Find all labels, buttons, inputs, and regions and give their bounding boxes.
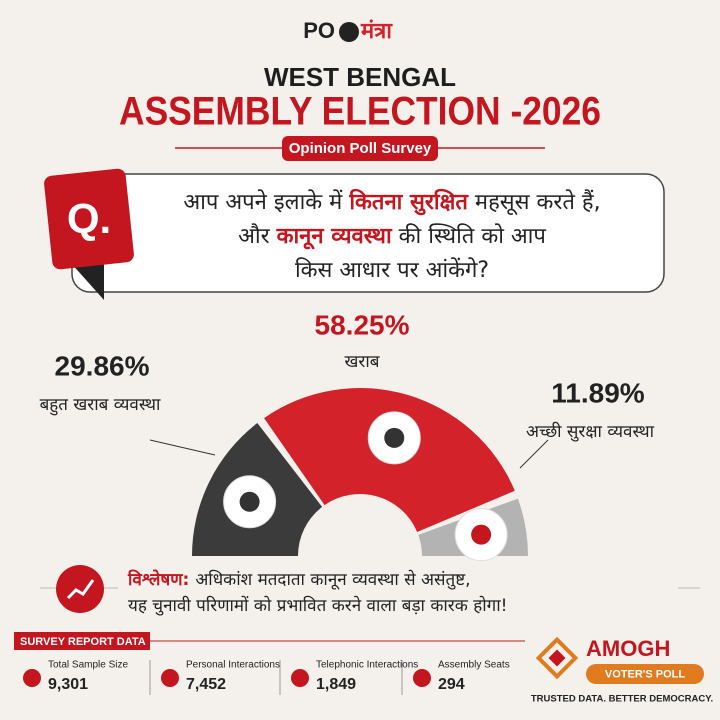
- q-letter: Q.: [67, 195, 111, 242]
- value-label: 29.86%: [55, 350, 150, 381]
- brand-sub-bg: [586, 664, 704, 684]
- question-line: किस आधार पर आंकेंगे?: [295, 257, 489, 283]
- question-text: महसूस करते हैं,: [468, 189, 601, 216]
- category-label: बहुत खराब व्यवस्था: [39, 395, 161, 415]
- stat-label: Assembly Seats: [438, 660, 510, 671]
- stat-label: Telephonic Interactions: [316, 660, 418, 671]
- leader-line: [519, 439, 549, 469]
- analysis-label: विश्लेषण:: [127, 569, 189, 590]
- stat-value: 294: [438, 676, 465, 693]
- value-label: 58.25%: [315, 309, 410, 340]
- stat-value: 1,849: [316, 676, 356, 693]
- question-highlight: कितना सुरक्षित: [348, 188, 469, 216]
- question-line: और कानून व्यवस्था की स्थिति को आप: [238, 223, 546, 250]
- analysis-line1: विश्लेषण: अधिकांश मतदाता कानून व्यवस्था स…: [127, 569, 471, 590]
- question-line: आप अपने इलाके में कितना सुरक्षित महसूस क…: [183, 188, 600, 216]
- brand-name: AMOGH: [586, 636, 670, 661]
- analysis-text: अधिकांश मतदाता कानून व्यवस्था से असंतुष्…: [195, 569, 470, 590]
- question-text: किस आधार पर आंकेंगे?: [295, 257, 489, 283]
- logo-hindi: मंत्रा: [360, 19, 393, 44]
- segment-icon-glyph: [239, 491, 260, 512]
- title-line1: WEST BENGAL: [264, 62, 456, 92]
- question-text: की स्थिति को आप: [392, 223, 547, 249]
- title-line2: ASSEMBLY ELECTION -2026: [119, 90, 601, 134]
- logo-latin: PO: [303, 18, 335, 43]
- question-highlight: कानून व्यवस्था: [276, 224, 393, 250]
- stat-label: Personal Interactions: [186, 660, 280, 671]
- survey-title-bg: [14, 632, 150, 650]
- segment-icon-glyph: [384, 427, 405, 448]
- value-label: 11.89%: [551, 377, 645, 408]
- q-badge: [44, 168, 134, 270]
- q-tail: [70, 262, 104, 300]
- category-label: अच्छी सुरक्षा व्यवस्था: [525, 422, 655, 442]
- question-text: और: [238, 223, 277, 249]
- analysis-bg: [118, 566, 678, 618]
- brand-mark-inner: [548, 649, 566, 667]
- analysis-line2: यह चुनावी परिणामों को प्रभावित करने वाला…: [128, 595, 507, 616]
- brand-tagline: TRUSTED DATA. BETTER DEMOCRACY.: [531, 694, 713, 705]
- stat-icon: [23, 669, 41, 687]
- badge: Opinion Poll Survey: [289, 140, 432, 157]
- segment-icon-glyph: [471, 524, 492, 545]
- logo-hand: [339, 22, 359, 42]
- category-label: खराब: [344, 352, 380, 372]
- stat-icon: [161, 669, 179, 687]
- stat-icon: [413, 669, 431, 687]
- stat-label: Total Sample Size: [48, 660, 128, 671]
- badge-bg: [282, 136, 438, 161]
- question-text: आप अपने इलाके में: [183, 189, 349, 215]
- stat-value: 7,452: [186, 676, 226, 693]
- leader-line: [149, 439, 216, 456]
- stat-icon: [291, 669, 309, 687]
- brand-mark: [535, 636, 579, 680]
- survey-title: SURVEY REPORT DATA: [20, 636, 146, 648]
- analysis-icon: [56, 565, 104, 613]
- stat-value: 9,301: [48, 676, 88, 693]
- analysis-icon-arrow: [66, 579, 95, 600]
- brand-mark-outer: [535, 636, 579, 680]
- brand-sub: VOTER'S POLL: [605, 668, 686, 680]
